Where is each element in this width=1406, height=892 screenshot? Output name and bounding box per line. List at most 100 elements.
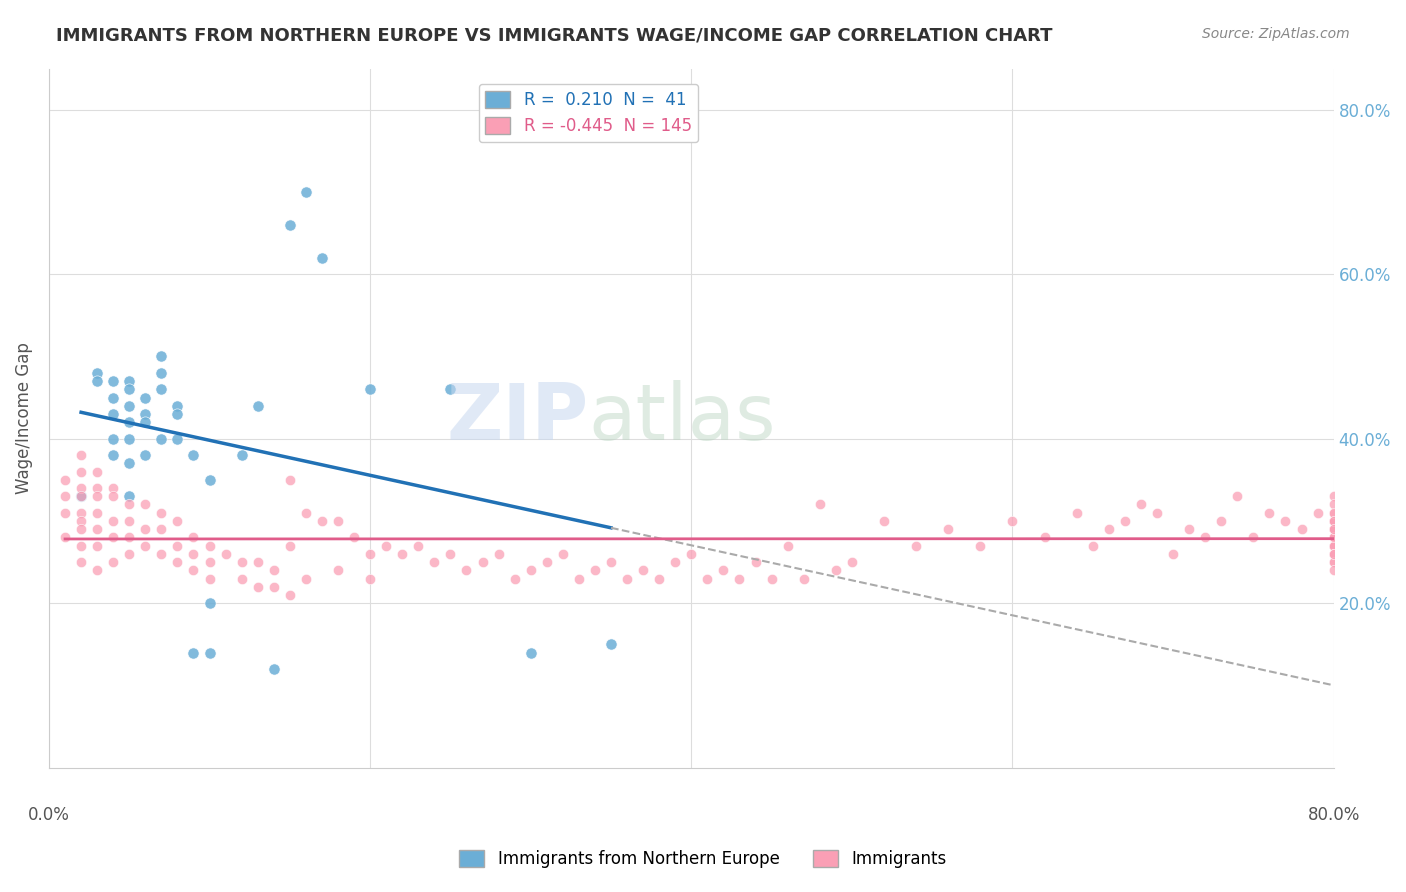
Point <box>519 646 541 660</box>
Point <box>1323 530 1346 544</box>
Point <box>359 382 381 396</box>
Point <box>246 399 269 413</box>
Point <box>664 555 686 569</box>
Point <box>1323 514 1346 528</box>
Point <box>70 489 93 503</box>
Point <box>86 366 108 380</box>
Point <box>1323 555 1346 569</box>
Point <box>1001 514 1024 528</box>
Point <box>198 646 221 660</box>
Point <box>86 465 108 479</box>
Point <box>166 539 188 553</box>
Point <box>183 530 205 544</box>
Point <box>439 382 461 396</box>
Point <box>503 572 526 586</box>
Point <box>70 465 93 479</box>
Point <box>86 522 108 536</box>
Point <box>246 580 269 594</box>
Point <box>1291 522 1313 536</box>
Point <box>600 555 623 569</box>
Point <box>681 547 703 561</box>
Point <box>808 498 831 512</box>
Point <box>1323 539 1346 553</box>
Point <box>873 514 896 528</box>
Point <box>1146 506 1168 520</box>
Point <box>231 448 253 462</box>
Point <box>278 588 301 602</box>
Point <box>231 572 253 586</box>
Point <box>103 432 125 446</box>
Point <box>86 506 108 520</box>
Point <box>1178 522 1201 536</box>
Point <box>134 498 156 512</box>
Point <box>134 522 156 536</box>
Point <box>1323 522 1346 536</box>
Point <box>134 391 156 405</box>
Point <box>183 547 205 561</box>
Point <box>263 662 285 676</box>
Point <box>1306 506 1329 520</box>
Point <box>311 514 333 528</box>
Text: 80.0%: 80.0% <box>1308 806 1360 824</box>
Point <box>1323 522 1346 536</box>
Point <box>166 399 188 413</box>
Point <box>70 481 93 495</box>
Point <box>198 539 221 553</box>
Point <box>1323 506 1346 520</box>
Point <box>118 382 141 396</box>
Point <box>776 539 799 553</box>
Point <box>1081 539 1104 553</box>
Point <box>150 522 173 536</box>
Point <box>103 481 125 495</box>
Point <box>1323 547 1346 561</box>
Point <box>103 374 125 388</box>
Point <box>728 572 751 586</box>
Point <box>198 572 221 586</box>
Point <box>183 646 205 660</box>
Point <box>1323 514 1346 528</box>
Point <box>295 506 318 520</box>
Point <box>841 555 863 569</box>
Text: atlas: atlas <box>589 380 776 456</box>
Point <box>311 251 333 265</box>
Point <box>166 407 188 421</box>
Point <box>166 514 188 528</box>
Point <box>568 572 591 586</box>
Point <box>214 547 236 561</box>
Point <box>118 514 141 528</box>
Point <box>295 572 318 586</box>
Point <box>471 555 494 569</box>
Point <box>150 350 173 364</box>
Point <box>1323 530 1346 544</box>
Point <box>86 489 108 503</box>
Point <box>150 506 173 520</box>
Point <box>70 506 93 520</box>
Point <box>488 547 510 561</box>
Point <box>118 456 141 470</box>
Point <box>198 596 221 610</box>
Point <box>53 506 76 520</box>
Point <box>103 407 125 421</box>
Point <box>1323 514 1346 528</box>
Point <box>1098 522 1121 536</box>
Point <box>118 399 141 413</box>
Point <box>326 563 349 577</box>
Point <box>118 530 141 544</box>
Point <box>198 473 221 487</box>
Point <box>1323 522 1346 536</box>
Point <box>103 489 125 503</box>
Point <box>1323 530 1346 544</box>
Point <box>1323 514 1346 528</box>
Point <box>1323 547 1346 561</box>
Point <box>263 580 285 594</box>
Point <box>1323 547 1346 561</box>
Point <box>600 637 623 651</box>
Point <box>1211 514 1233 528</box>
Point <box>150 432 173 446</box>
Point <box>936 522 959 536</box>
Point <box>86 374 108 388</box>
Point <box>103 391 125 405</box>
Point <box>439 547 461 561</box>
Point <box>1323 539 1346 553</box>
Point <box>118 432 141 446</box>
